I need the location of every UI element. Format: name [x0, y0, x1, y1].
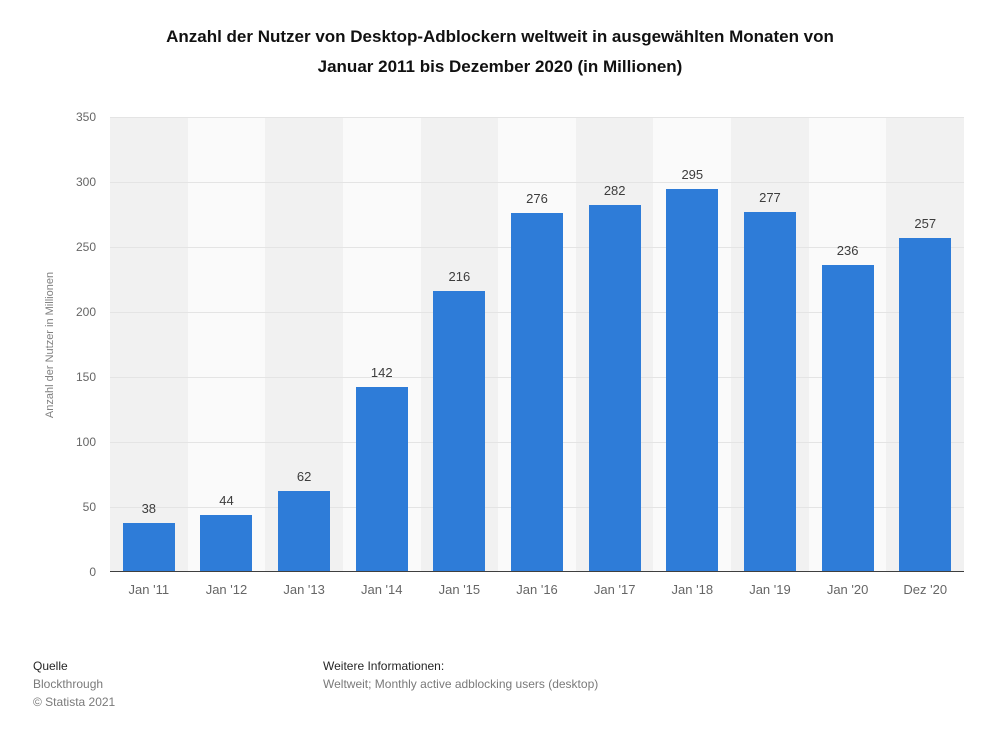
x-axis-line: [110, 571, 964, 572]
bar-value-label: 44: [219, 492, 234, 508]
bar-value-label: 216: [448, 269, 471, 285]
y-tick-label: 300: [75, 174, 96, 189]
bar[interactable]: [743, 211, 796, 572]
info-block: Weitere Informationen: Weltweit; Monthly…: [323, 657, 598, 693]
bar-value-label: 276: [526, 191, 548, 207]
bar[interactable]: [122, 522, 175, 572]
bar[interactable]: [511, 213, 564, 572]
x-axis-label: Jan '12: [205, 582, 248, 597]
category-band: 257: [886, 117, 965, 572]
plot-area: 38 44 62 142 216 276 282 295 277 236 257: [110, 117, 965, 572]
bar[interactable]: [821, 265, 874, 572]
x-axis-label: Jan '14: [360, 582, 403, 597]
copyright-notice: © Statista 2021: [33, 695, 116, 709]
x-axis-label: Jan '20: [826, 582, 869, 597]
x-axis-label: Jan '18: [671, 582, 714, 597]
category-band: 236: [808, 117, 887, 572]
source-name: Blockthrough: [33, 677, 104, 691]
y-tick-label: 100: [75, 435, 96, 449]
category-band: 277: [731, 117, 809, 572]
bar[interactable]: [433, 291, 486, 572]
x-axis-label: Jan '15: [438, 582, 481, 597]
source-block: Quelle Blockthrough © Statista 2021: [33, 657, 115, 711]
x-axis-label: Jan '19: [749, 582, 791, 597]
bar-value-label: 62: [296, 469, 312, 485]
category-band: 295: [653, 117, 732, 572]
category-band: 276: [498, 117, 576, 572]
plot-columns: 38 44 62 142 216 276 282 295 277 236 257: [110, 117, 965, 572]
category-band: 142: [342, 117, 421, 572]
category-band: 216: [420, 117, 499, 572]
y-tick-labels: 0 50 100 150 200 250 300 350: [40, 110, 96, 579]
bar[interactable]: [355, 387, 408, 572]
chart-title: Anzahl der Nutzer von Desktop-Adblockern…: [0, 22, 1000, 82]
bar[interactable]: [278, 491, 331, 572]
bar-value-label: 295: [681, 166, 704, 182]
x-axis-label: Jan '11: [128, 582, 170, 597]
bar-value-label: 282: [603, 183, 626, 199]
category-band: 62: [265, 117, 343, 572]
bar-value-label: 277: [759, 189, 781, 205]
bar[interactable]: [899, 237, 952, 572]
bar-value-label: 142: [370, 365, 393, 381]
bar-value-label: 236: [836, 243, 859, 259]
chart-title-line-1: Anzahl der Nutzer von Desktop-Adblockern…: [166, 27, 834, 46]
y-tick-label: 50: [82, 500, 96, 514]
source-label: Quelle: [33, 659, 68, 673]
category-band: 44: [187, 117, 266, 572]
category-band: 38: [110, 117, 188, 572]
bar[interactable]: [200, 514, 253, 572]
y-tick-label: 350: [75, 110, 96, 124]
bar-value-label: 257: [914, 215, 937, 231]
chart-title-line-2: Januar 2011 bis Dezember 2020 (in Millio…: [317, 57, 683, 76]
x-axis-labels: Jan '11 Jan '12 Jan '13 Jan '14 Jan '15 Jan '…: [110, 582, 964, 597]
category-band: 282: [575, 117, 654, 572]
y-tick-label: 0: [89, 565, 96, 579]
x-axis-label: Jan '16: [516, 582, 558, 597]
info-text: Weltweit; Monthly active adblocking user…: [323, 677, 599, 691]
info-label: Weitere Informationen:: [323, 659, 445, 673]
y-tick-label: 250: [75, 239, 96, 254]
bar[interactable]: [588, 205, 641, 572]
x-axis-label: Dez '20: [903, 582, 948, 597]
x-axis-label: Jan '17: [593, 582, 636, 597]
y-tick-label: 200: [75, 305, 96, 319]
y-tick-label: 150: [75, 369, 96, 384]
x-axis-label: Jan '13: [283, 582, 325, 597]
bar[interactable]: [666, 188, 719, 572]
bar-value-label: 38: [141, 500, 157, 516]
